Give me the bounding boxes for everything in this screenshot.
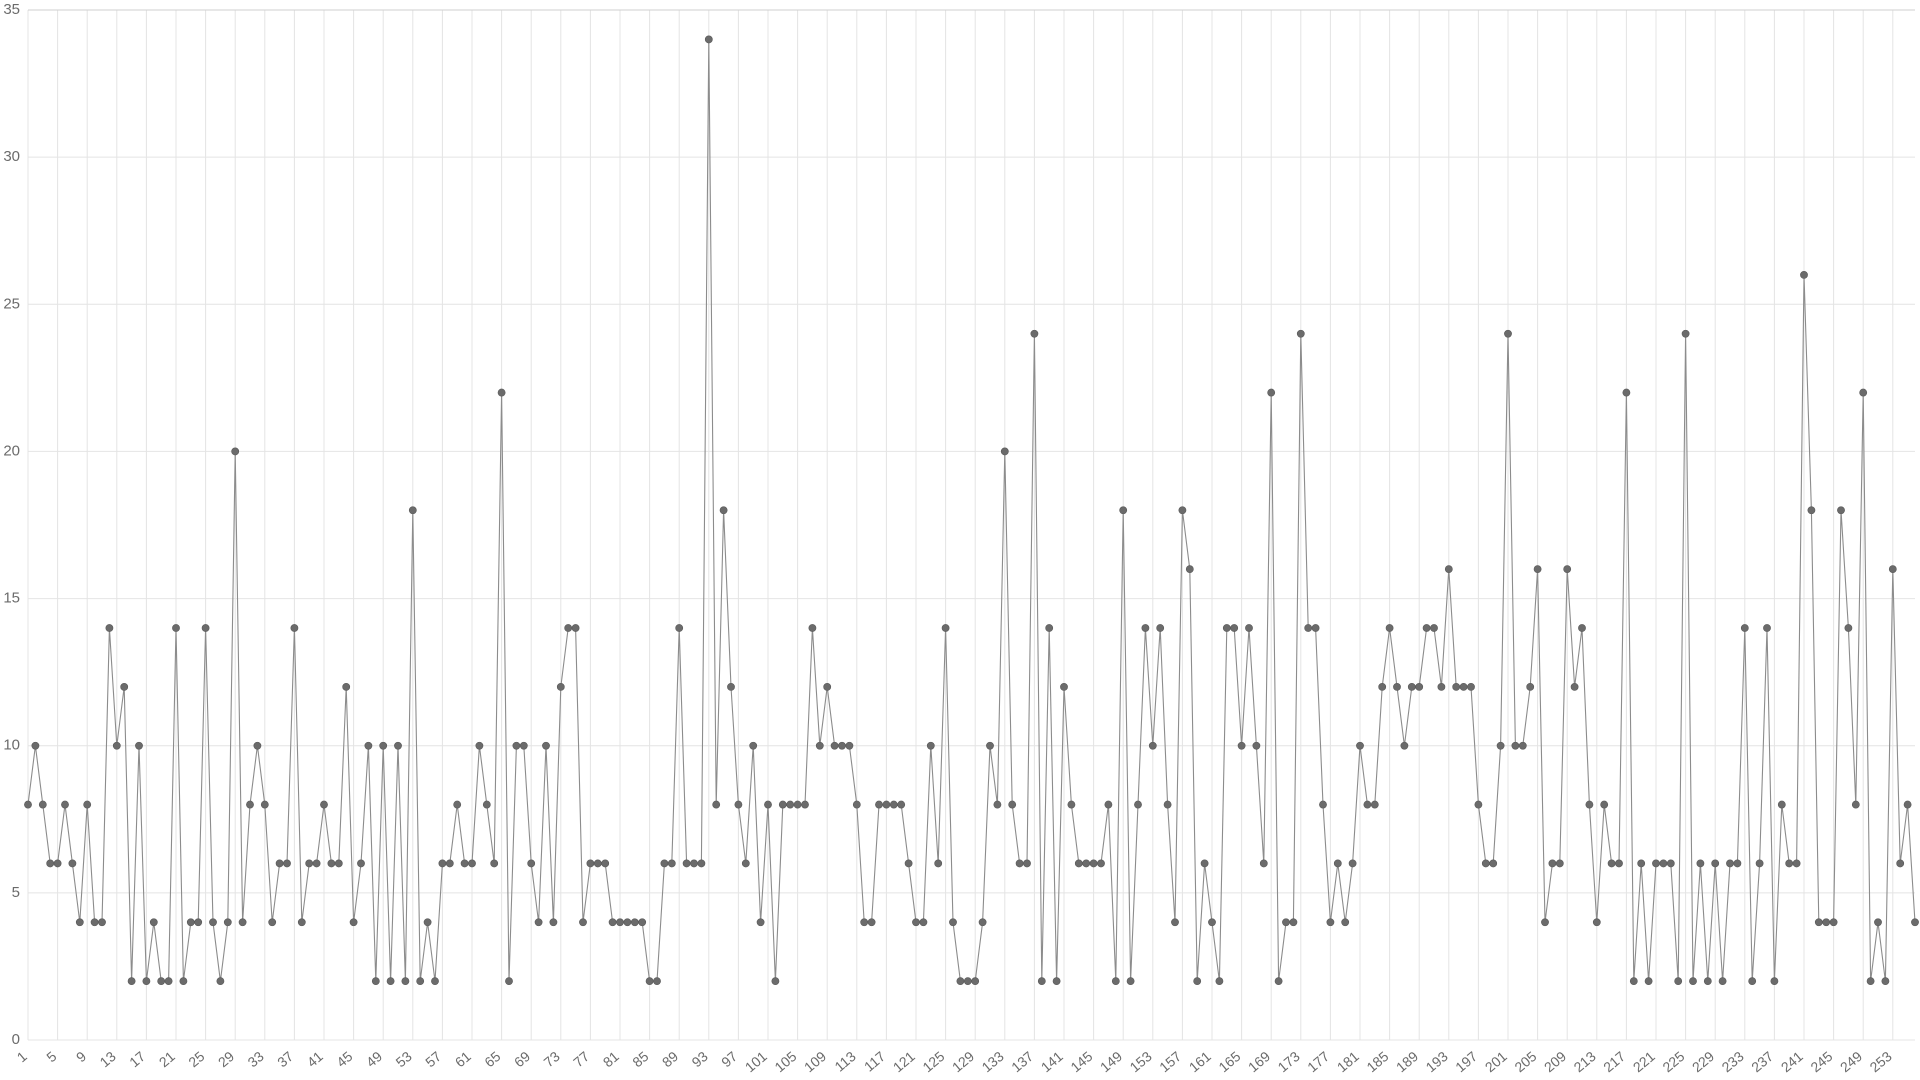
svg-text:0: 0: [12, 1031, 20, 1048]
svg-text:10: 10: [3, 737, 20, 754]
svg-text:30: 30: [3, 148, 20, 165]
svg-text:5: 5: [12, 884, 20, 901]
svg-text:15: 15: [3, 590, 20, 607]
svg-text:25: 25: [3, 295, 20, 312]
svg-text:35: 35: [3, 1, 20, 18]
svg-text:20: 20: [3, 442, 20, 459]
